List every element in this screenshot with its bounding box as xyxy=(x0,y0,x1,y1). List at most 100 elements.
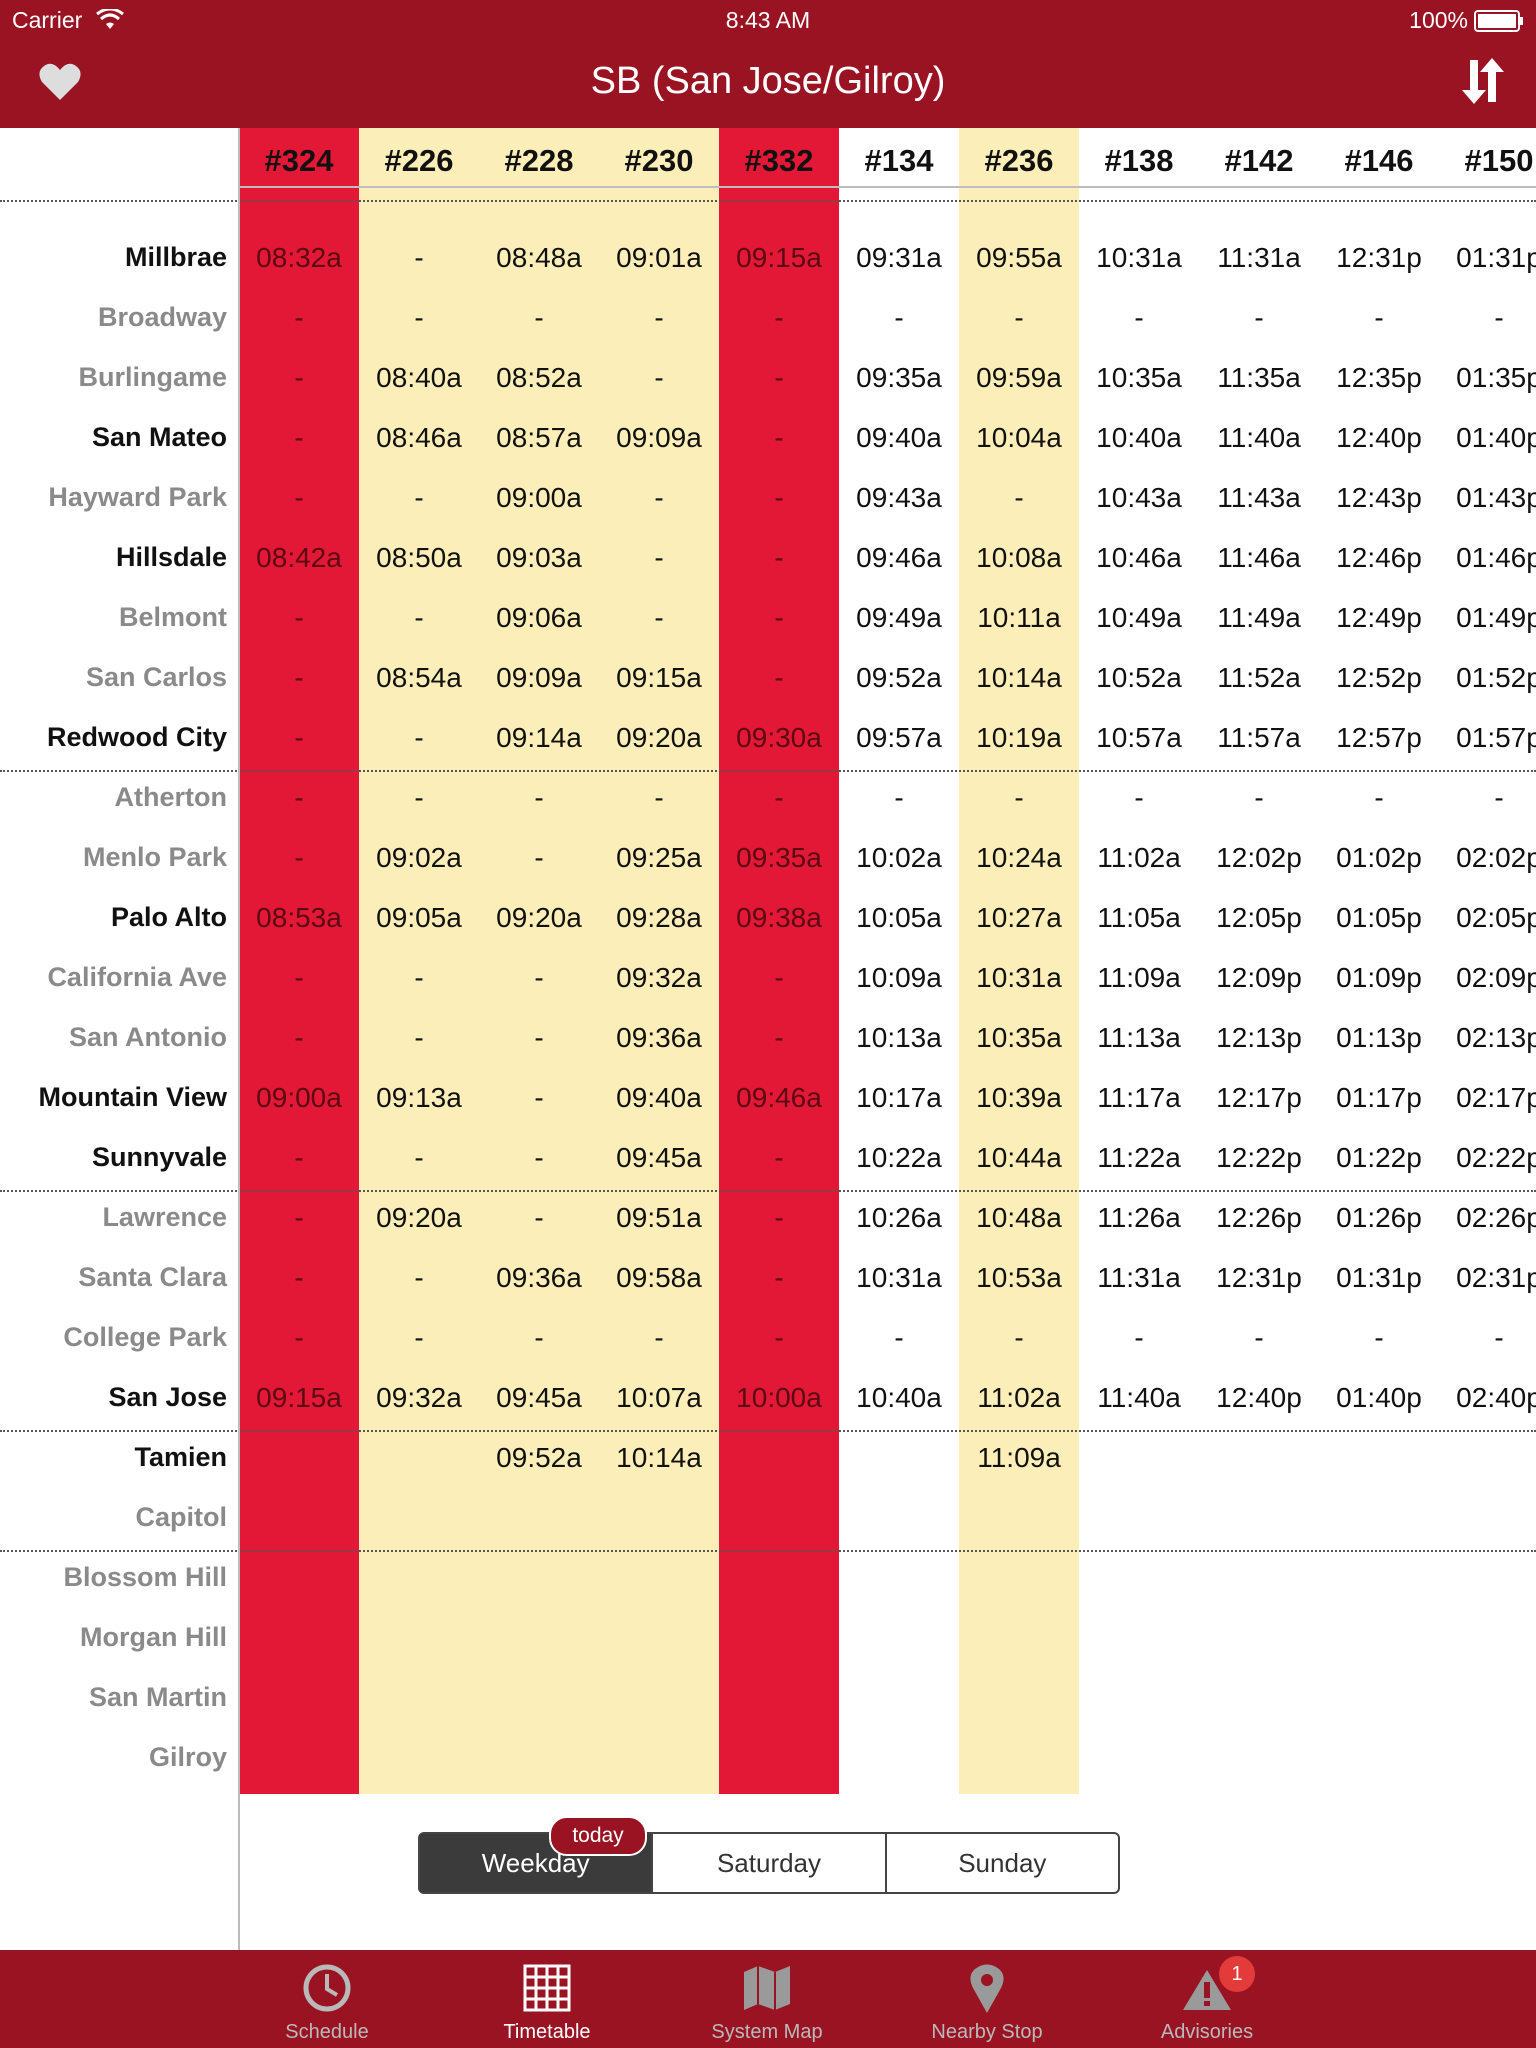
station-name[interactable]: Atherton xyxy=(114,782,227,812)
station-name[interactable]: San Carlos xyxy=(85,662,227,692)
time-cell: 09:52a xyxy=(856,662,942,693)
train-number-header[interactable]: #150 xyxy=(1464,143,1534,178)
train-number-header[interactable]: #138 xyxy=(1104,143,1174,178)
station-name[interactable]: San Antonio xyxy=(69,1022,227,1052)
train-number-header[interactable]: #142 xyxy=(1224,143,1294,178)
time-cell: - xyxy=(414,722,424,753)
time-cell: 09:55a xyxy=(976,242,1062,273)
station-name[interactable]: San Martin xyxy=(88,1682,227,1712)
station-name[interactable]: Menlo Park xyxy=(82,842,227,872)
heart-icon[interactable] xyxy=(38,62,82,102)
time-cell: 01:43p xyxy=(1456,482,1536,513)
time-cell: 01:02p xyxy=(1336,842,1422,873)
carrier-label: Carrier xyxy=(12,7,83,33)
time-cell: 09:52a xyxy=(496,1442,582,1473)
time-cell: - xyxy=(414,1022,424,1053)
time-cell: 10:31a xyxy=(856,1262,942,1293)
time-cell: 09:57a xyxy=(856,722,942,753)
time-cell: - xyxy=(414,1322,424,1353)
saturday-segment[interactable]: Saturday xyxy=(653,1834,887,1892)
station-name[interactable]: Lawrence xyxy=(102,1202,227,1232)
station-name[interactable]: San Jose xyxy=(108,1382,227,1412)
zone-separator xyxy=(0,1190,1536,1192)
time-cell: - xyxy=(1494,1322,1504,1353)
time-cell: 01:46p xyxy=(1456,542,1536,573)
train-number-header[interactable]: #324 xyxy=(264,143,334,178)
station-name[interactable]: Burlingame xyxy=(78,362,227,392)
station-name[interactable]: Gilroy xyxy=(148,1742,227,1772)
time-cell: 09:05a xyxy=(376,902,462,933)
time-cell: - xyxy=(774,1262,784,1293)
time-cell: - xyxy=(534,782,544,813)
time-cell: 11:17a xyxy=(1097,1082,1181,1113)
time-cell: 09:00a xyxy=(496,482,582,513)
timetable-grid[interactable]: #324 #226 #228 #230 #332 #134 #236 #138 #142 #146… xyxy=(0,128,1536,1950)
day-type-selector[interactable]: Weekday Saturday Sunday xyxy=(418,1832,1120,1894)
station-name[interactable]: Palo Alto xyxy=(110,902,227,932)
train-number-header[interactable]: #226 xyxy=(384,143,454,178)
train-number-header[interactable]: #230 xyxy=(624,143,694,178)
time-cell: 09:14a xyxy=(496,722,582,753)
time-cell: - xyxy=(294,1202,304,1233)
time-cell: - xyxy=(534,1142,544,1173)
time-cell: - xyxy=(654,542,664,573)
train-number-header[interactable]: #332 xyxy=(744,143,814,178)
station-name[interactable]: Mountain View xyxy=(38,1082,227,1112)
time-cell: 01:52p xyxy=(1456,662,1536,693)
time-cell: - xyxy=(1374,302,1384,333)
station-name[interactable]: Belmont xyxy=(119,602,227,632)
time-cell: 10:26a xyxy=(856,1202,942,1233)
station-name[interactable]: Hillsdale xyxy=(115,542,227,572)
time-cell: - xyxy=(774,1202,784,1233)
time-cell: - xyxy=(294,362,304,393)
tab-advisories[interactable]: 1 Advisories xyxy=(1097,1950,1317,2048)
time-cell: 10:22a xyxy=(856,1142,942,1173)
tab-timetable[interactable]: Timetable xyxy=(437,1950,657,2048)
time-cell: 10:43a xyxy=(1096,482,1182,513)
time-cell: 02:17p xyxy=(1456,1082,1536,1113)
time-cell: 09:43a xyxy=(856,482,942,513)
time-cell: 02:09p xyxy=(1456,962,1536,993)
station-name[interactable]: Santa Clara xyxy=(78,1262,227,1292)
status-bar: Carrier 8:43 AM 100% xyxy=(0,0,1536,40)
time-cell: 10:53a xyxy=(976,1262,1062,1293)
train-number-header[interactable]: #134 xyxy=(864,143,934,178)
station-name[interactable]: Redwood City xyxy=(47,722,227,752)
swap-direction-icon[interactable] xyxy=(1458,56,1508,106)
time-cell: 10:09a xyxy=(856,962,942,993)
train-number-header[interactable]: #228 xyxy=(504,143,574,178)
station-name[interactable]: Hayward Park xyxy=(48,482,227,512)
train-number-header[interactable]: #236 xyxy=(984,143,1054,178)
time-cell: - xyxy=(1134,1322,1144,1353)
station-column-divider xyxy=(238,128,240,1950)
train-number-header[interactable]: #146 xyxy=(1344,143,1414,178)
grid-icon xyxy=(523,1964,571,2012)
time-cell: - xyxy=(414,782,424,813)
time-cell: 01:09p xyxy=(1336,962,1422,993)
time-cell: 09:40a xyxy=(856,422,942,453)
time-cell: 10:57a xyxy=(1096,722,1182,753)
time-cell: - xyxy=(894,302,904,333)
page-title: SB (San Jose/Gilroy) xyxy=(590,60,946,102)
station-name[interactable]: Blossom Hill xyxy=(63,1562,227,1592)
time-cell: 09:28a xyxy=(616,902,702,933)
time-cell: 09:36a xyxy=(496,1262,582,1293)
station-name[interactable]: Sunnyvale xyxy=(91,1142,227,1172)
tab-system-map[interactable]: System Map xyxy=(657,1950,877,2048)
sunday-segment[interactable]: Sunday xyxy=(958,1847,1047,1878)
time-cell: 09:06a xyxy=(496,602,582,633)
time-cell: 08:32a xyxy=(256,242,342,273)
station-name[interactable]: Broadway xyxy=(97,302,227,332)
tab-schedule[interactable]: Schedule xyxy=(217,1950,437,2048)
station-name[interactable]: College Park xyxy=(63,1322,227,1352)
station-name[interactable]: Morgan Hill xyxy=(80,1622,227,1652)
tab-nearby-stop[interactable]: Nearby Stop xyxy=(877,1950,1097,2048)
station-name[interactable]: Tamien xyxy=(134,1442,227,1472)
station-name[interactable]: California Ave xyxy=(47,962,227,992)
station-name[interactable]: Millbrae xyxy=(124,242,227,272)
time-cell: 12:22p xyxy=(1216,1142,1302,1173)
time-cell: - xyxy=(534,1022,544,1053)
time-cell: 10:27a xyxy=(976,902,1062,933)
station-name[interactable]: Capitol xyxy=(135,1502,228,1532)
station-name[interactable]: San Mateo xyxy=(91,422,227,452)
